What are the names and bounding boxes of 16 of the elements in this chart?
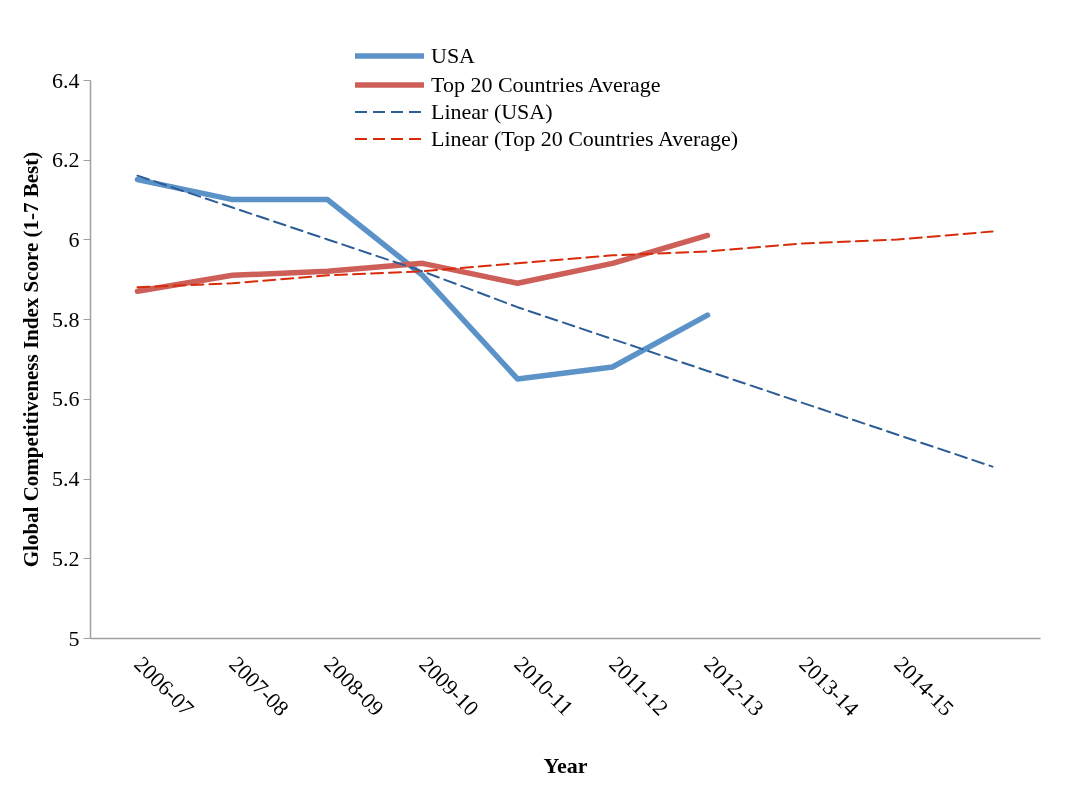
legend-label: Linear (USA) [431, 99, 553, 124]
y-tick-label: 6.4 [52, 67, 80, 93]
legend-label: USA [431, 43, 476, 68]
y-tick-label: 5.2 [52, 545, 80, 571]
y-axis-title: Global Competitiveness Index Score (1-7 Best) [19, 151, 43, 568]
y-tick-label: 5 [68, 625, 80, 651]
legend-label: Top 20 Countries Average [431, 72, 661, 97]
legend-label: Linear (Top 20 Countries Average) [431, 126, 739, 151]
y-tick-label: 5.8 [52, 306, 80, 332]
y-tick-label: 6.2 [52, 147, 80, 173]
line-series [136, 230, 994, 289]
x-axis-title: Year [543, 753, 588, 779]
y-tick-label: 5.4 [52, 466, 80, 492]
y-tick-label: 6 [68, 226, 80, 252]
y-tick-label: 5.6 [52, 386, 80, 412]
line-series [136, 174, 994, 468]
